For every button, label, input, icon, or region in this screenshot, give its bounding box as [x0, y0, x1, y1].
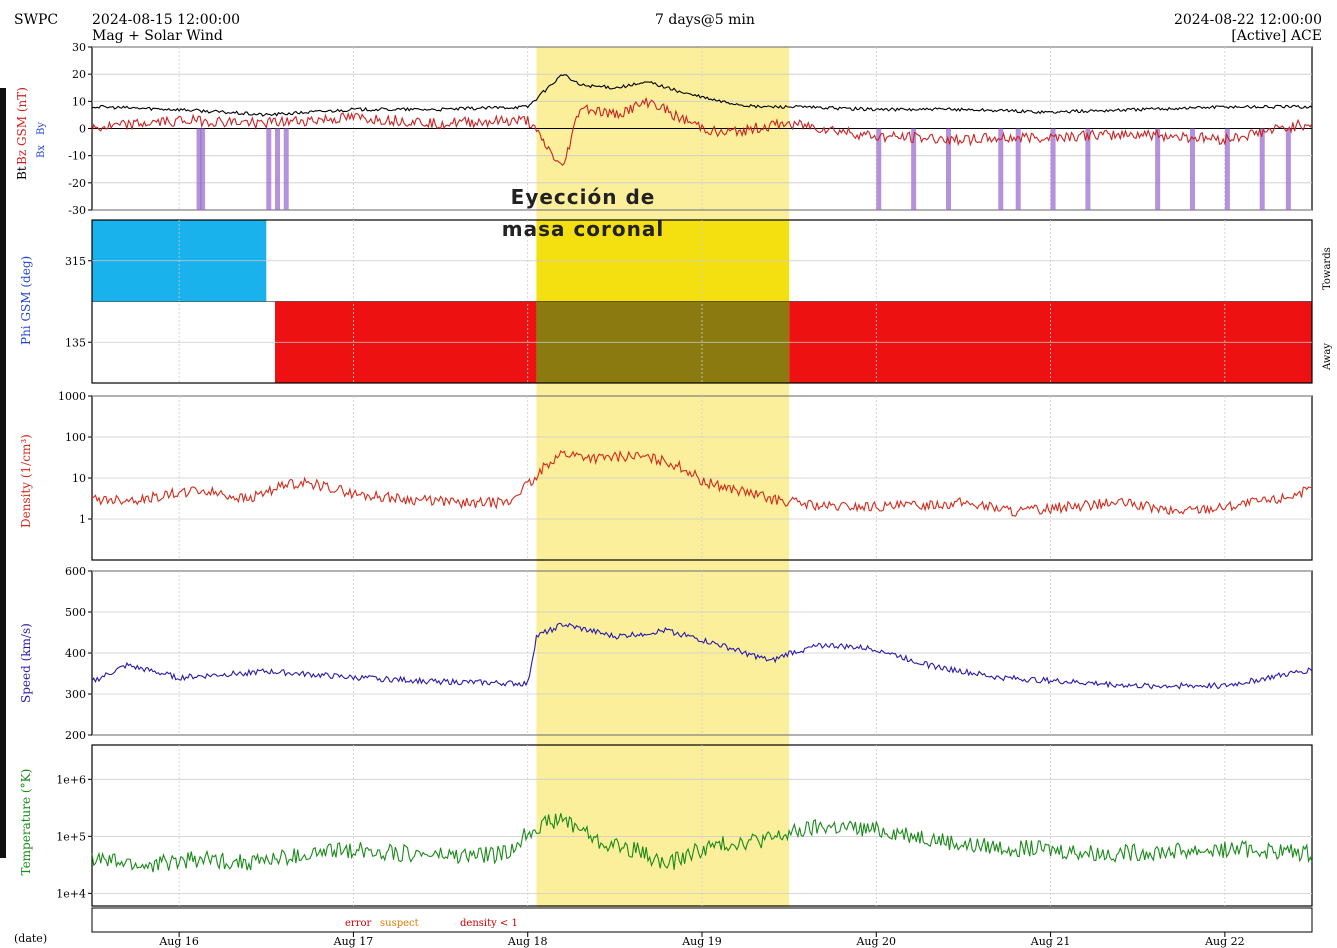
y-tick-label: 1000	[58, 390, 86, 403]
bz-south-bar	[283, 128, 289, 210]
bz-south-bar	[1050, 128, 1056, 210]
bz-south-bar	[1224, 128, 1230, 210]
y-tick-label: 20	[72, 68, 86, 81]
start-time: 2024-08-15 12:00:00	[92, 12, 240, 28]
y-tick-label: 200	[65, 729, 86, 742]
series-bz-gsm	[91, 97, 1313, 167]
legend-suspect: suspect	[380, 918, 419, 929]
y-tick-label: 10	[72, 95, 86, 108]
y-tick-label: 30	[72, 41, 86, 54]
y-tick-label: 400	[65, 647, 86, 660]
bz-south-bar	[1190, 128, 1195, 210]
bz-south-bar	[1015, 128, 1021, 210]
y-tick-label: 135	[65, 336, 86, 349]
y-label-speed: Speed (km/s)	[19, 623, 33, 703]
y-tick-label: 0	[79, 123, 86, 136]
y-tick-label: 300	[65, 688, 86, 701]
y-tick-label: 1e+6	[56, 773, 86, 786]
bz-south-bar	[275, 128, 280, 210]
instrument-label: [Active] ACE	[1231, 28, 1322, 44]
y-tick-label: 600	[65, 565, 86, 578]
y-label-density: Density (1/cm³)	[19, 434, 33, 528]
date-axis-label: (date)	[14, 932, 47, 945]
side-label-towards: Towards	[1322, 247, 1333, 290]
y-tick-label: 500	[65, 606, 86, 619]
legend-bx: Bx	[36, 145, 47, 158]
bz-south-bar	[200, 128, 206, 210]
left-edge-bar	[0, 88, 6, 858]
series-temperature	[91, 813, 1313, 873]
series-speed	[91, 622, 1313, 690]
bz-south-bar	[1259, 128, 1265, 210]
x-tick-label: Aug 21	[1030, 935, 1071, 948]
y-tick-label: 10	[72, 472, 86, 485]
y-tick-label: -20	[68, 177, 86, 190]
cme-highlight	[536, 47, 790, 907]
x-tick-label: Aug 17	[333, 935, 374, 948]
y-tick-label: -10	[68, 150, 86, 163]
legend-by: By	[36, 122, 47, 135]
x-tick-label: Aug 18	[507, 935, 548, 948]
x-tick-label: Aug 20	[855, 935, 896, 948]
bz-south-bar	[1155, 128, 1161, 210]
annotation-line-1: Eyección de	[511, 185, 656, 209]
bz-south-bar	[1285, 128, 1291, 210]
side-label-away: Away	[1322, 343, 1333, 371]
end-time: 2024-08-22 12:00:00	[1174, 12, 1322, 28]
x-tick-label: Aug 19	[681, 935, 722, 948]
y-tick-label: 1e+4	[56, 887, 86, 900]
time-span: 7 days@5 min	[655, 12, 755, 28]
bz-south-bar	[1085, 128, 1091, 210]
y-tick-label: -30	[68, 204, 86, 217]
y-label-phi: Phi GSM (deg)	[19, 256, 33, 345]
y-tick-label: 1e+5	[56, 830, 86, 843]
series-bt	[91, 74, 1313, 117]
bz-south-bar	[911, 128, 917, 210]
subtitle: Mag + Solar Wind	[92, 28, 223, 44]
y-label-bz: Bz GSM (nT)	[15, 87, 29, 165]
y-label-temperature: Temperature (°K)	[19, 769, 33, 876]
x-tick-label: Aug 22	[1204, 935, 1245, 948]
y-label-bt: Bt	[15, 166, 29, 180]
y-tick-label: 315	[65, 255, 86, 268]
source-label: SWPC	[14, 12, 58, 28]
bz-south-bar	[946, 128, 951, 210]
y-tick-label: 1	[79, 513, 86, 526]
bz-south-bar	[266, 128, 272, 210]
bz-south-bar	[196, 128, 202, 210]
x-tick-label: Aug 16	[158, 935, 199, 948]
quality-strip	[91, 907, 1313, 933]
bz-south-bar	[998, 128, 1004, 210]
bz-south-bar	[876, 128, 882, 210]
legend-density: density < 1	[460, 918, 518, 929]
y-tick-label: 100	[65, 431, 86, 444]
series-density	[91, 449, 1313, 517]
annotation-line-2: masa coronal	[502, 217, 665, 241]
legend-error: error	[345, 918, 371, 929]
